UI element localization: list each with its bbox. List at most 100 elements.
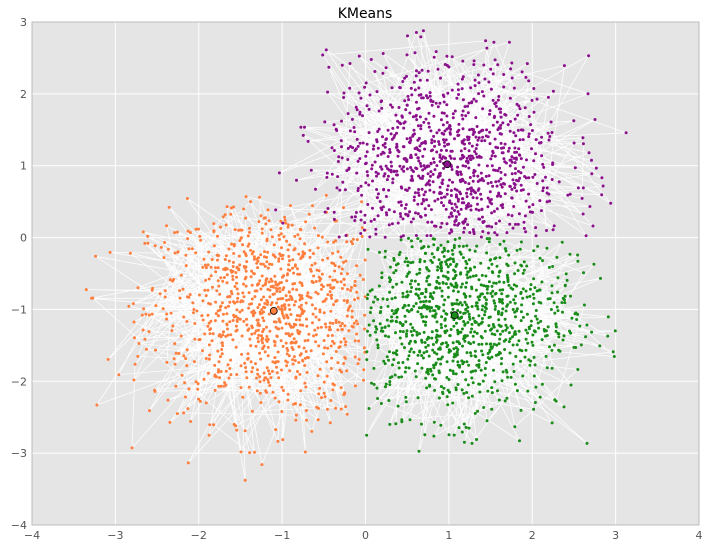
y-tick-label: −2	[11, 375, 27, 388]
data-point	[556, 276, 560, 280]
data-point	[195, 309, 199, 313]
data-point	[309, 269, 313, 273]
data-point	[224, 254, 228, 258]
data-point	[398, 212, 402, 216]
data-point	[361, 141, 365, 145]
data-point	[343, 355, 347, 359]
data-point	[460, 113, 464, 117]
data-point	[407, 303, 411, 307]
data-point	[561, 338, 565, 342]
data-point	[532, 296, 536, 300]
data-point	[425, 386, 429, 390]
data-point	[90, 296, 94, 300]
data-point	[208, 328, 212, 332]
data-point	[581, 136, 585, 140]
data-point	[292, 325, 295, 329]
data-point	[251, 250, 255, 254]
data-point	[372, 366, 376, 370]
data-point	[191, 301, 195, 305]
data-point	[398, 329, 402, 333]
data-point	[306, 338, 310, 342]
data-point	[181, 287, 185, 291]
data-point	[266, 378, 270, 382]
data-point	[500, 379, 504, 383]
data-point	[352, 126, 356, 129]
data-point	[204, 278, 208, 282]
data-point	[328, 325, 332, 329]
data-point	[475, 301, 479, 305]
data-point	[359, 232, 363, 235]
data-point	[367, 407, 371, 410]
data-point	[488, 142, 492, 146]
data-point	[319, 277, 323, 281]
data-point	[552, 224, 556, 228]
data-point	[440, 294, 444, 298]
data-point	[478, 217, 482, 221]
data-point	[455, 195, 459, 199]
data-point	[117, 373, 121, 377]
data-point	[442, 386, 446, 390]
data-point	[460, 327, 464, 331]
data-point	[380, 106, 384, 110]
data-point	[265, 255, 269, 259]
data-point	[518, 176, 522, 180]
data-point	[165, 360, 169, 364]
data-point	[405, 137, 409, 141]
data-point	[283, 306, 287, 310]
data-point	[356, 159, 360, 163]
data-point	[472, 63, 476, 67]
data-point	[404, 108, 408, 112]
data-point	[412, 198, 416, 202]
data-point	[532, 407, 536, 411]
data-point	[533, 401, 537, 404]
data-point	[452, 324, 456, 328]
data-point	[221, 344, 225, 348]
data-point	[409, 153, 413, 157]
data-point	[276, 305, 280, 309]
data-point	[405, 103, 409, 107]
data-point	[245, 376, 249, 380]
data-point	[326, 346, 330, 350]
data-point	[553, 398, 557, 402]
data-point	[235, 373, 239, 376]
data-point	[278, 290, 282, 294]
data-point	[497, 398, 501, 402]
data-point	[95, 403, 99, 407]
data-point	[425, 279, 429, 283]
data-point	[463, 339, 467, 343]
data-point	[280, 326, 284, 330]
data-point	[326, 293, 330, 297]
data-point	[410, 279, 414, 283]
data-point	[461, 156, 465, 160]
data-point	[207, 343, 211, 347]
data-point	[359, 218, 363, 222]
data-point	[417, 296, 421, 300]
data-point	[383, 255, 387, 259]
data-point	[265, 390, 269, 394]
data-point	[521, 374, 525, 378]
data-point	[470, 144, 474, 148]
data-point	[448, 334, 452, 338]
data-point	[407, 236, 410, 240]
data-point	[471, 179, 475, 183]
data-point	[251, 314, 255, 318]
data-point	[308, 255, 312, 259]
data-point	[183, 381, 187, 385]
data-point	[481, 230, 485, 233]
data-point	[340, 156, 344, 160]
data-point	[233, 285, 237, 288]
data-point	[517, 339, 521, 343]
data-point	[237, 228, 241, 232]
data-point	[344, 340, 348, 344]
data-point	[453, 187, 457, 191]
data-point	[425, 350, 429, 353]
data-point	[376, 154, 380, 158]
data-point	[430, 220, 434, 224]
data-point	[519, 188, 523, 192]
data-point	[316, 326, 320, 330]
data-point	[550, 421, 554, 425]
data-point	[294, 413, 298, 417]
data-point	[417, 306, 421, 310]
data-point	[468, 317, 472, 321]
data-point	[219, 384, 223, 388]
